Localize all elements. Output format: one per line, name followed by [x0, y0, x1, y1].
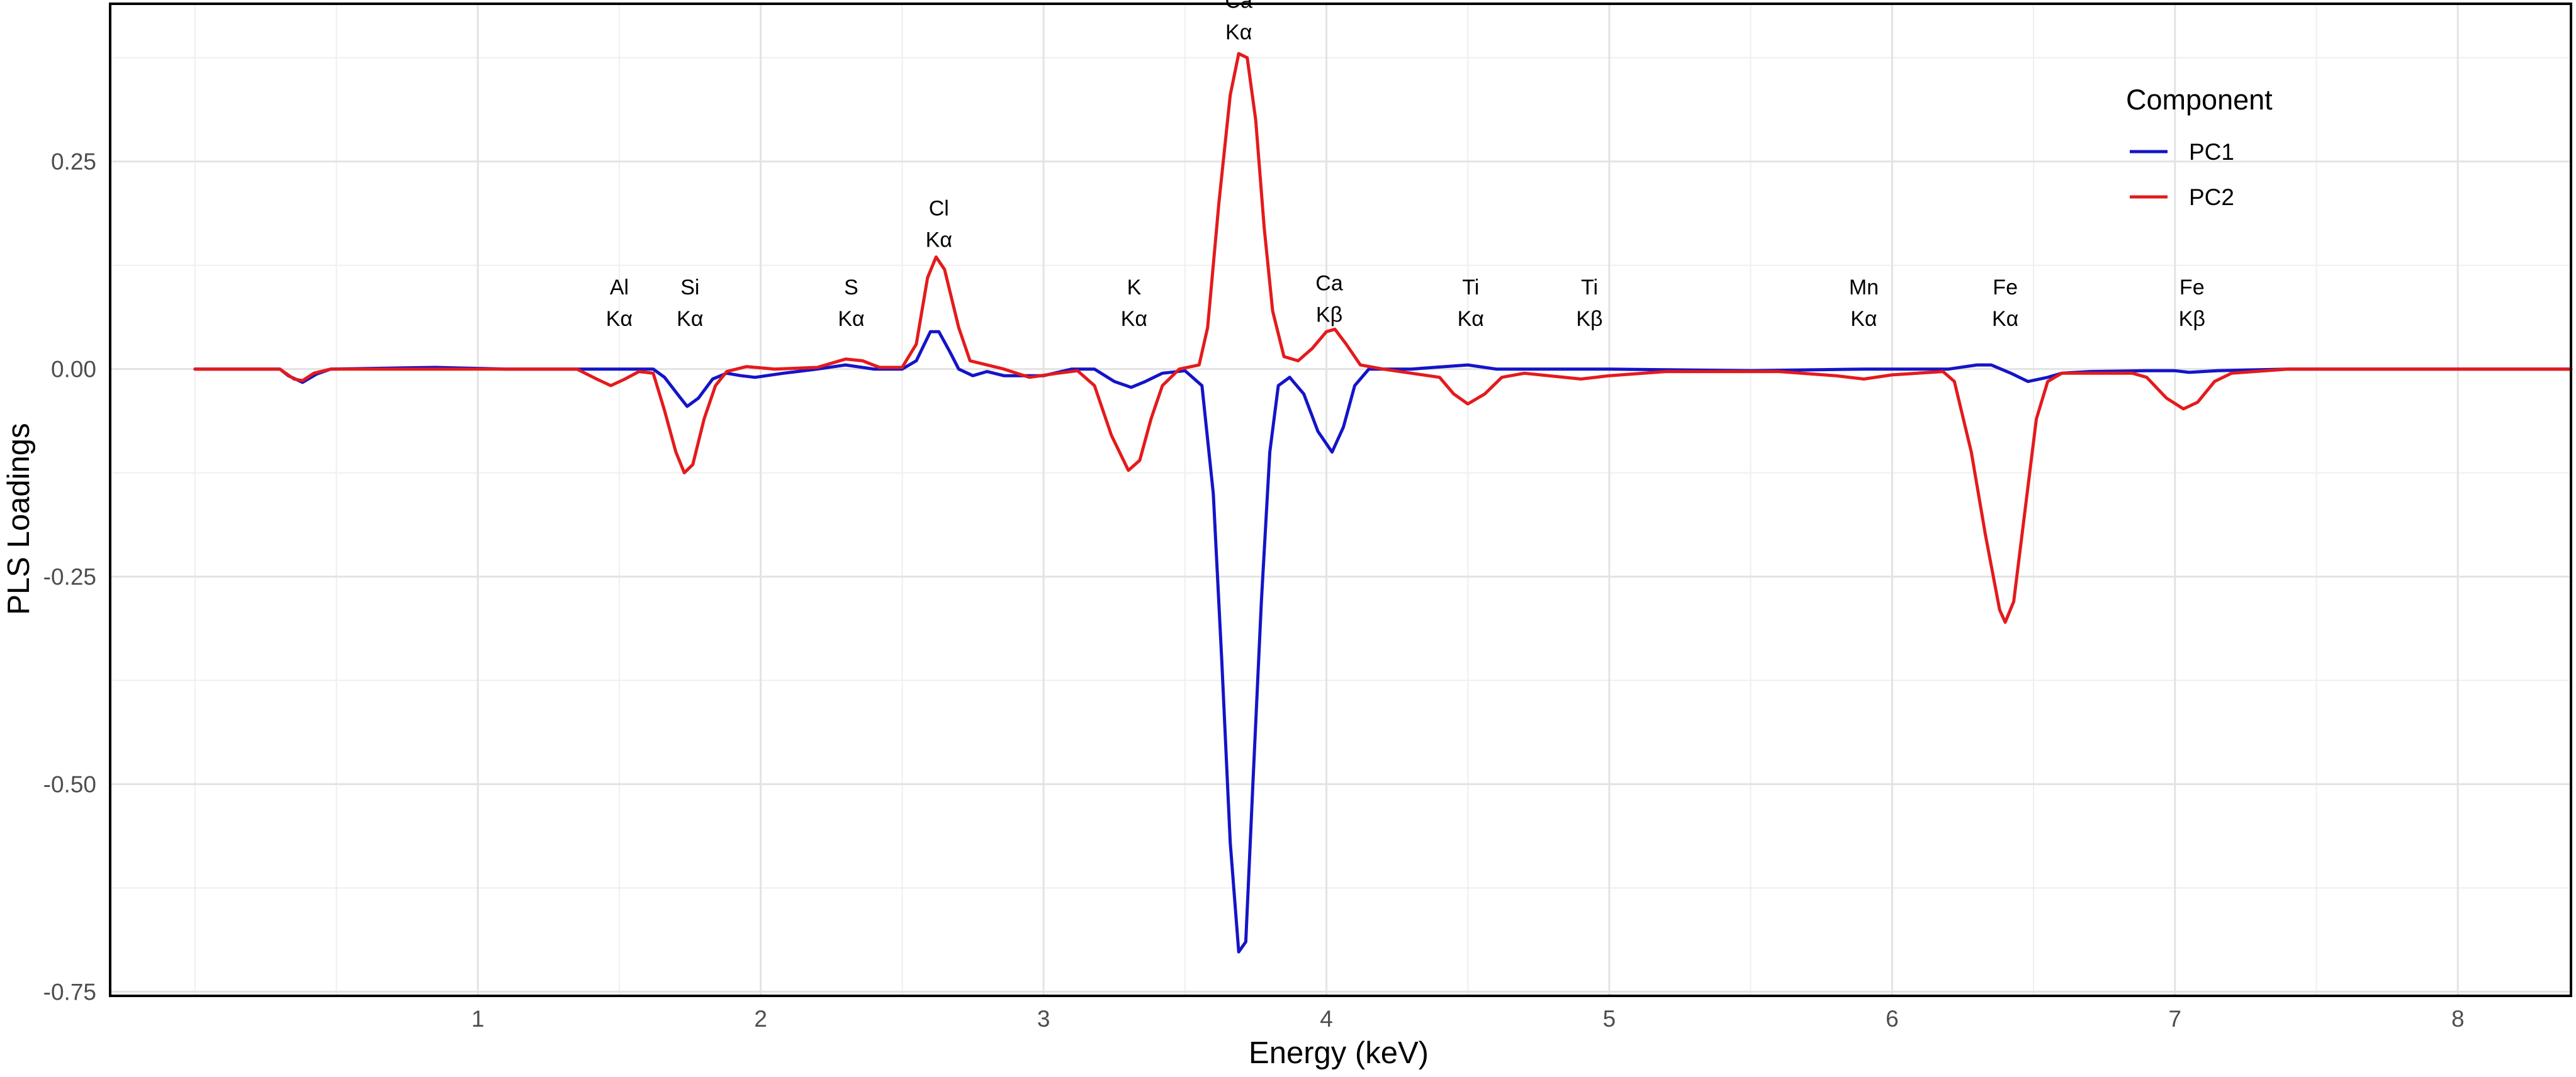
plot-frame	[109, 3, 2572, 997]
legend-title: Component	[2126, 84, 2273, 116]
x-tick-label: 6	[1886, 1006, 1899, 1032]
legend: Component PC1 PC2	[2126, 84, 2273, 210]
peak-annotation-element: Ca	[1315, 271, 1343, 295]
peak-annotation-line: Kα	[926, 228, 952, 252]
peak-annotation-line: Kα	[1225, 21, 1252, 45]
legend-label-pc1: PC1	[2189, 139, 2234, 165]
peak-annotation-line: Kβ	[1576, 307, 1602, 331]
peak-annotation-element: Si	[680, 276, 699, 299]
peak-annotation-line: Kα	[1992, 307, 2018, 331]
peak-annotation-element: Cl	[929, 197, 949, 221]
peak-annotation-element: K	[1127, 276, 1142, 299]
y-tick-label: -0.25	[43, 564, 96, 590]
peak-annotation-element: Al	[610, 276, 629, 299]
x-tick-labels: 1 2 3 4 5 6 7 8	[471, 1006, 2465, 1032]
peak-annotation-element: S	[844, 276, 858, 299]
y-tick-label: 0.00	[51, 357, 96, 382]
x-axis-title: Energy (keV)	[1249, 1036, 1429, 1070]
y-axis-title: PLS Loadings	[2, 423, 36, 615]
x-tick-label: 5	[1603, 1006, 1616, 1032]
peak-annotation-element: Ti	[1581, 276, 1598, 299]
x-tick-label: 8	[2451, 1006, 2465, 1032]
peak-annotation-line: Kβ	[1316, 303, 1342, 326]
x-tick-label: 1	[471, 1006, 485, 1032]
peak-annotation-element: Ti	[1462, 276, 1479, 299]
peak-annotation-line: Kα	[677, 307, 703, 331]
peak-annotation-line: Kα	[1121, 307, 1147, 331]
series-lines	[193, 52, 2573, 954]
y-tick-labels: 0.25 0.00 -0.25 -0.50 -0.75	[43, 149, 96, 1005]
peak-annotation-line: Kβ	[2179, 307, 2205, 331]
y-tick-label: 0.25	[51, 149, 96, 175]
legend-label-pc2: PC2	[2189, 184, 2234, 210]
x-tick-label: 7	[2169, 1006, 2182, 1032]
peak-annotations: Al Kα Si Kα S Kα Cl Kα K Kα Ca Kα Ca Kβ Ti Kα Ti Kβ Mn Kα Fe…	[606, 0, 2205, 331]
minor-grid	[110, 4, 2571, 996]
x-tick-label: 3	[1037, 1006, 1050, 1032]
peak-annotation-line: Kα	[1458, 307, 1484, 331]
y-tick-label: -0.75	[43, 979, 96, 1005]
peak-annotation-element: Mn	[1849, 276, 1879, 299]
x-tick-label: 2	[754, 1006, 767, 1032]
series-line-pc2	[193, 52, 2573, 624]
peak-annotation-element: Fe	[2179, 276, 2205, 299]
peak-annotation-element: Fe	[1993, 276, 2018, 299]
peak-annotation-line: Kα	[838, 307, 864, 331]
x-tick-label: 4	[1320, 1006, 1333, 1032]
legend-items: PC1 PC2	[2130, 139, 2234, 210]
y-tick-label: -0.50	[43, 771, 96, 797]
peak-annotation-line: Kα	[1850, 307, 1877, 331]
series-line-pc1	[193, 330, 2573, 954]
peak-annotation-element: Ca	[1225, 0, 1252, 13]
peak-annotation-line: Kα	[606, 307, 633, 331]
